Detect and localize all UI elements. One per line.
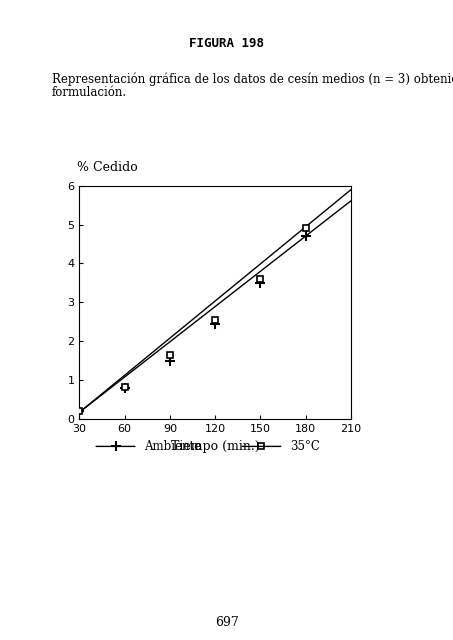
Text: Ambiente: Ambiente (144, 440, 201, 453)
Text: % Cedido: % Cedido (77, 161, 137, 174)
Text: formulación.: formulación. (52, 86, 127, 99)
Text: 697: 697 (215, 616, 238, 628)
X-axis label: Tiempo (min.): Tiempo (min.) (171, 440, 260, 452)
Text: FIGURA 198: FIGURA 198 (189, 37, 264, 50)
Text: Representación gráfica de los datos de cesín medios (n = 3) obtenidos en la: Representación gráfica de los datos de c… (52, 72, 453, 86)
Text: 35°C: 35°C (290, 440, 320, 453)
